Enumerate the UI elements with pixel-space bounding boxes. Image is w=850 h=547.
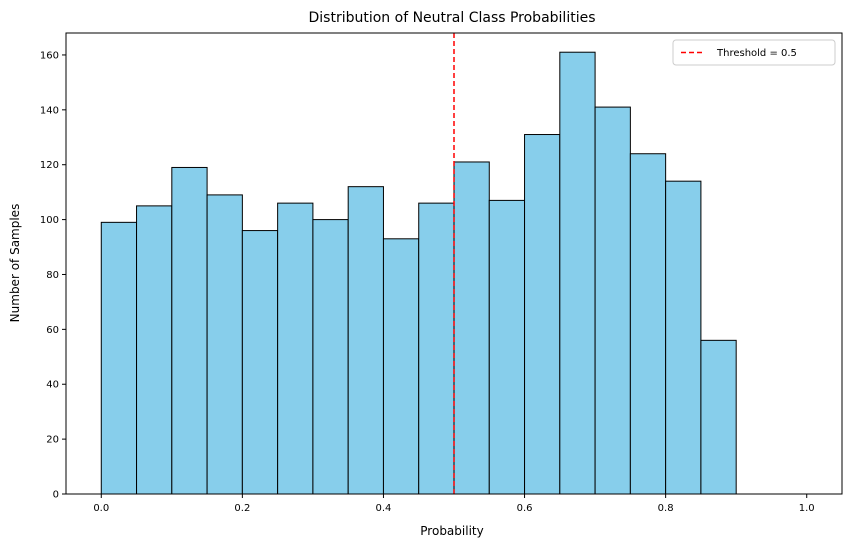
y-tick-label: 40 [46, 380, 59, 391]
histogram-bar [629, 153, 667, 495]
histogram-bar [241, 230, 279, 495]
histogram-bar [559, 51, 596, 495]
x-tick-label: 0.2 [234, 503, 250, 514]
x-tick-label: 1.0 [799, 503, 815, 514]
bars-group [100, 51, 737, 495]
y-tick-label: 60 [46, 325, 59, 336]
x-axis-label: Probability [420, 524, 483, 538]
plot-frame [65, 32, 843, 495]
y-tick-label: 120 [40, 160, 59, 171]
histogram-bar [382, 238, 420, 495]
histogram-bar [171, 166, 208, 495]
y-tick-label: 160 [40, 50, 59, 61]
legend-threshold-label: Threshold = 0.5 [716, 48, 797, 59]
histogram-bar [524, 134, 561, 495]
histogram-bar [418, 202, 455, 495]
y-tick-label: 20 [46, 435, 59, 446]
histogram-bar [312, 219, 349, 495]
y-tick-label: 100 [40, 215, 59, 226]
histogram-bar [100, 221, 138, 495]
histogram-bar [347, 186, 384, 495]
y-tick-label: 80 [46, 270, 59, 281]
y-axis-ticks: 0 20 40 60 80 100 120 140 160 [40, 50, 66, 501]
histogram-bar [136, 205, 173, 495]
histogram-bar [488, 199, 526, 495]
x-tick-label: 0.0 [93, 503, 109, 514]
x-axis-ticks: 0.0 0.2 0.4 0.6 0.8 1.0 [93, 494, 815, 514]
y-tick-label: 0 [53, 490, 59, 501]
legend-box [672, 39, 836, 66]
x-tick-label: 0.4 [376, 503, 392, 514]
histogram-bar [594, 106, 631, 495]
histogram-bar [206, 194, 243, 495]
y-axis-label: Number of Samples [8, 204, 22, 323]
x-tick-label: 0.6 [517, 503, 533, 514]
chart-title: Distribution of Neutral Class Probabilit… [309, 10, 596, 26]
histogram-bar [665, 180, 702, 495]
histogram-bar [453, 161, 490, 495]
histogram-bar [700, 339, 737, 495]
y-tick-label: 140 [40, 105, 59, 116]
x-tick-label: 0.8 [658, 503, 674, 514]
histogram-bar [277, 202, 314, 495]
legend: Threshold = 0.5 [672, 39, 836, 66]
